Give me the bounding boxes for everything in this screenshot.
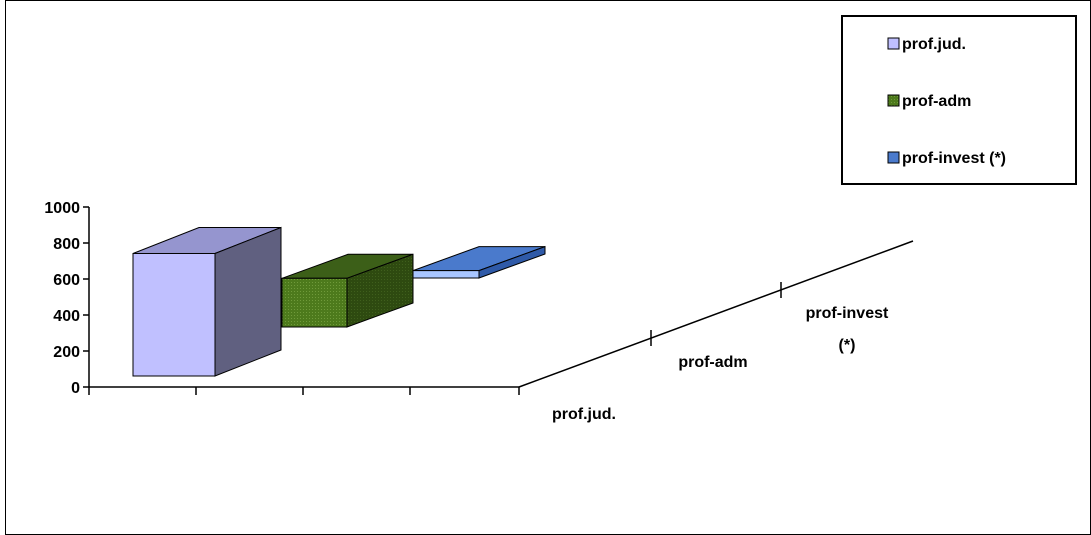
legend-box <box>841 15 1077 185</box>
y-tick-label: 1000 <box>44 200 80 217</box>
legend-item: prof-invest (*) <box>887 150 1006 167</box>
category-label: prof.jud. <box>552 406 616 423</box>
bar-side <box>214 226 282 377</box>
legend-swatch <box>887 151 900 164</box>
legend-label: prof-invest (*) <box>902 150 1006 167</box>
category-label: prof-adm <box>678 354 747 371</box>
legend-swatch <box>887 94 900 107</box>
depth-axis <box>518 240 914 388</box>
bar-1 <box>281 253 414 328</box>
y-tick-label: 200 <box>53 344 80 361</box>
legend-item: prof.jud. <box>887 36 966 53</box>
legend-label: prof-adm <box>902 93 971 110</box>
bar-front <box>281 277 348 328</box>
legend-swatch <box>887 37 900 50</box>
legend-item: prof-adm <box>887 93 971 110</box>
legend: prof.jud. prof-adm prof-invest (*) <box>841 15 1077 185</box>
y-tick-label: 0 <box>71 380 80 397</box>
bar-2 <box>412 245 546 279</box>
bar-0 <box>132 226 282 377</box>
bar-front <box>412 270 480 279</box>
y-tick-label: 400 <box>53 308 80 325</box>
bar-front <box>132 252 216 377</box>
y-tick-label: 600 <box>53 272 80 289</box>
legend-label: prof.jud. <box>902 36 966 53</box>
category-label: prof-invest <box>806 305 889 322</box>
category-label: (*) <box>839 337 856 354</box>
y-tick-label: 800 <box>53 236 80 253</box>
